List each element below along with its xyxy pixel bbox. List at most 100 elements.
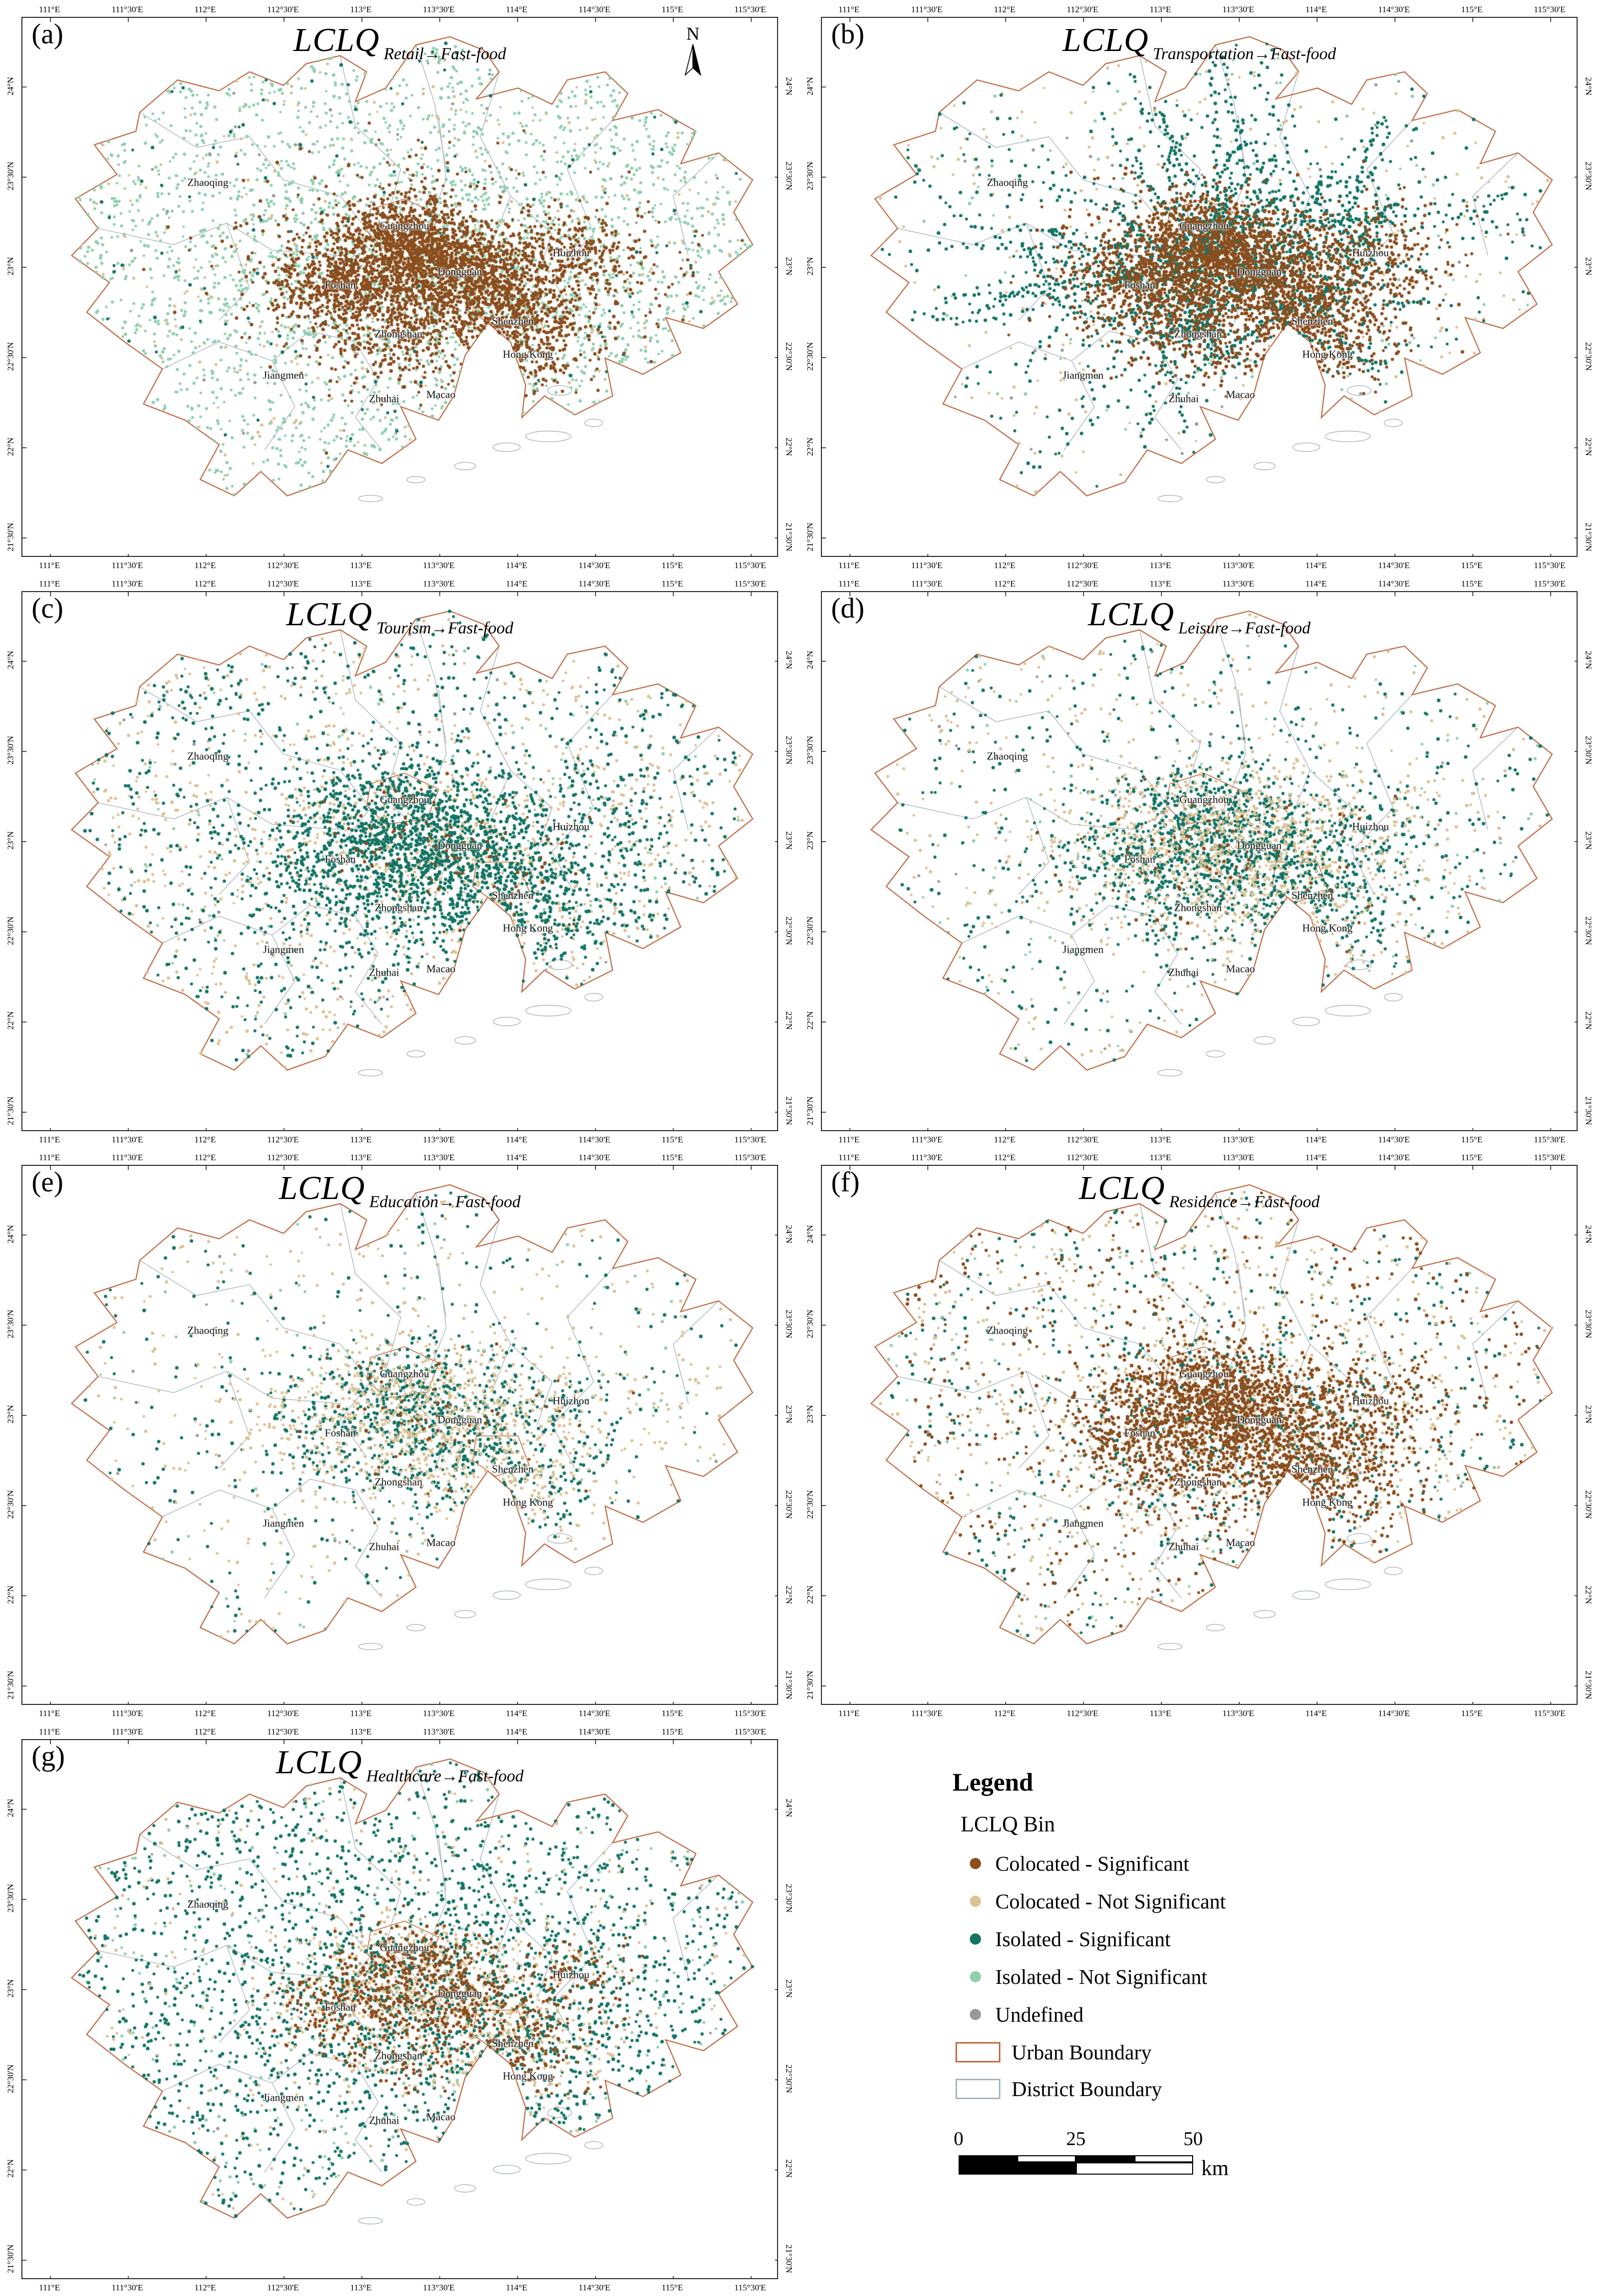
axis-tick-lat: 24°N	[805, 1224, 815, 1243]
axis-tick-lon: 115°E	[1461, 560, 1483, 570]
legend-item: Isolated - Not Significant	[970, 1965, 1289, 1989]
axis-tick-lat: 23°30'N	[805, 162, 815, 191]
axis-tick-lon: 112°E	[994, 578, 1016, 589]
map-panel-g: 111°E 111°E 111°30'E 111°30'E 112°E 112°E 112°…	[0, 1722, 800, 2296]
axis-tick-lon: 113°30'E	[1222, 560, 1254, 570]
axis-tick-lat: 23°N	[784, 257, 794, 276]
axis-tick-lon: 113°30'E	[423, 578, 455, 589]
axis-tick-lat: 22°N	[784, 1585, 794, 1604]
scale-bar-tick-label: 25	[1066, 2128, 1086, 2150]
axis-tick-lon: 114°30'E	[578, 578, 610, 589]
panel-title-sub: Transportation→Fast-food	[1152, 45, 1336, 63]
axis-tick-lat: 22°N	[1584, 437, 1593, 456]
axis-tick-lon: 115°E	[661, 578, 683, 589]
city-label-huizhou: Huizhou	[552, 246, 590, 259]
axis-tick-lon: 115°E	[1461, 1134, 1483, 1144]
axis-tick-lon: 112°E	[194, 5, 216, 14]
city-label-hong-kong: Hong Kong	[503, 922, 553, 934]
legend-item-label: Colocated - Significant	[995, 1851, 1190, 1875]
city-label-guangzhou: Guangzhou	[1179, 793, 1229, 806]
axis-tick-lat: 22°N	[1584, 1011, 1593, 1030]
dots-canvas-e	[22, 1166, 777, 1704]
legend-item-label: Isolated - Not Significant	[995, 1965, 1207, 1988]
axis-tick-lon: 114°30'E	[1378, 560, 1410, 570]
axis-tick-lon: 113°E	[1149, 578, 1171, 589]
axis-tick-lon: 111°30'E	[911, 1708, 943, 1718]
axis-tick-lon: 115°30'E	[1534, 1708, 1566, 1718]
panel-title: LCLQ Transportation→Fast-food	[822, 21, 1577, 63]
panel-letter-label: (e)	[32, 1166, 64, 1198]
axis-tick-lon: 114°E	[506, 1134, 528, 1144]
axis-tick-lat: 22°N	[805, 1585, 815, 1604]
city-label-zhaoqing: Zhaoqing	[187, 750, 228, 762]
legend-item-label: Undefined	[995, 2002, 1084, 2026]
city-label-huizhou: Huizhou	[1352, 820, 1389, 833]
axis-tick-lat: 23°N	[805, 1405, 815, 1424]
axis-tick-lon: 112°E	[194, 2282, 216, 2292]
city-label-foshan: Foshan	[324, 853, 356, 865]
axis-tick-lon: 115°30'E	[734, 1153, 766, 1162]
map-panel-a: 111°E 111°E 111°30'E 111°30'E 112°E 112°E 112°…	[0, 0, 800, 574]
city-label-macao: Macao	[426, 1536, 456, 1549]
axis-tick-lon: 113°30'E	[1222, 1708, 1254, 1718]
axis-tick-lat: 23°N	[805, 831, 815, 850]
axis-tick-lon: 113°E	[1149, 1708, 1171, 1718]
axis-tick-lon: 114°30'E	[1378, 1153, 1410, 1162]
axis-tick-lat: 22°30'N	[805, 1490, 815, 1519]
axis-tick-lat: 23°30'N	[805, 735, 815, 764]
city-label-dongguan: Dongguan	[1237, 839, 1282, 852]
axis-tick-lon: 115°30'E	[734, 1708, 766, 1718]
axis-tick-lat: 23°N	[1584, 831, 1593, 850]
axis-tick-lon: 113°E	[1149, 5, 1171, 14]
city-label-shenzhen: Shenzhen	[1291, 315, 1333, 327]
axis-tick-lon: 115°E	[1461, 1153, 1483, 1162]
axis-tick-lat: 23°N	[784, 831, 794, 850]
city-label-foshan: Foshan	[1124, 853, 1155, 865]
axis-tick-lon: 114°E	[506, 578, 528, 589]
city-label-jiangmen: Jiangmen	[263, 943, 304, 956]
axis-tick-lat: 21°30'N	[1584, 522, 1593, 551]
axis-tick-lon: 112°E	[194, 1708, 216, 1718]
scale-bar-tick-label: 0	[953, 2128, 964, 2150]
axis-tick-lat: 22°30'N	[6, 916, 15, 945]
axis-tick-lon: 114°E	[506, 560, 528, 570]
axis-tick-lon: 115°E	[661, 1134, 683, 1144]
map-panel-d: 111°E 111°E 111°30'E 111°30'E 112°E 112°E 112°…	[800, 574, 1599, 1149]
legend: Legend LCLQ Bin Colocated - Significant Col…	[952, 1767, 1289, 2194]
axis-tick-lat: 23°N	[6, 831, 15, 850]
axis-tick-lon: 114°30'E	[578, 1134, 610, 1144]
axis-tick-lon: 111°30'E	[911, 1153, 943, 1162]
axis-tick-lon: 113°E	[350, 5, 372, 14]
axis-tick-lon: 114°30'E	[578, 1726, 610, 1737]
legend-dot-icon	[970, 1857, 981, 1869]
city-label-zhaoqing: Zhaoqing	[987, 1324, 1028, 1337]
panel-letter-label: (d)	[831, 592, 865, 624]
legend-boundary-label: District Boundary	[1012, 2077, 1162, 2101]
axis-tick-lon: 112°30'E	[1066, 1134, 1099, 1144]
axis-tick-lon: 113°E	[1149, 560, 1171, 570]
axis-tick-lon: 112°E	[194, 560, 216, 570]
legend-item-label: Isolated - Significant	[995, 1927, 1171, 1951]
axis-tick-lat: 22°N	[6, 2159, 15, 2178]
axis-tick-lat: 24°N	[1584, 651, 1593, 670]
city-label-foshan: Foshan	[1124, 1426, 1155, 1439]
panel-title-main: LCLQ	[1078, 1169, 1165, 1207]
axis-tick-lon: 114°30'E	[1378, 1134, 1410, 1144]
legend-dot-icon	[970, 2008, 981, 2020]
axis-tick-lat: 23°30'N	[805, 1310, 815, 1339]
scale-bar-tick-label: 50	[1183, 2128, 1203, 2150]
city-label-guangzhou: Guangzhou	[380, 1367, 429, 1380]
axis-tick-lon: 115°30'E	[734, 1726, 766, 1737]
map-panel-f: 111°E 111°E 111°30'E 111°30'E 112°E 112°E 112°…	[800, 1148, 1599, 1722]
axis-tick-lon: 113°E	[1149, 1153, 1171, 1162]
city-label-jiangmen: Jiangmen	[263, 369, 304, 381]
axis-tick-lon: 113°E	[1149, 1134, 1171, 1144]
axis-tick-lat: 22°N	[784, 2159, 794, 2178]
city-label-guangzhou: Guangzhou	[1179, 219, 1229, 232]
city-label-huizhou: Huizhou	[552, 1394, 590, 1407]
axis-tick-lat: 22°30'N	[784, 916, 794, 945]
axis-tick-lon: 115°30'E	[734, 2282, 766, 2292]
panel-title: LCLQ Education→Fast-food	[22, 1169, 777, 1211]
axis-tick-lon: 111°E	[838, 1153, 860, 1162]
city-label-dongguan: Dongguan	[437, 1987, 482, 2000]
